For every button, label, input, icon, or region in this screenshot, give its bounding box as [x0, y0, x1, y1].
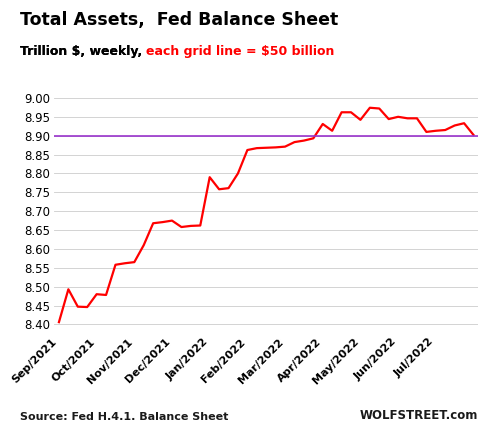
Text: Total Assets,  Fed Balance Sheet: Total Assets, Fed Balance Sheet — [20, 11, 338, 29]
Text: Trillion $, weekly,: Trillion $, weekly, — [20, 45, 146, 58]
Text: each grid line = $50 billion: each grid line = $50 billion — [146, 45, 335, 58]
Text: Source: Fed H.4.1. Balance Sheet: Source: Fed H.4.1. Balance Sheet — [20, 412, 228, 422]
Text: Trillion $, weekly,: Trillion $, weekly, — [20, 45, 146, 58]
Text: WOLFSTREET.com: WOLFSTREET.com — [360, 409, 478, 422]
